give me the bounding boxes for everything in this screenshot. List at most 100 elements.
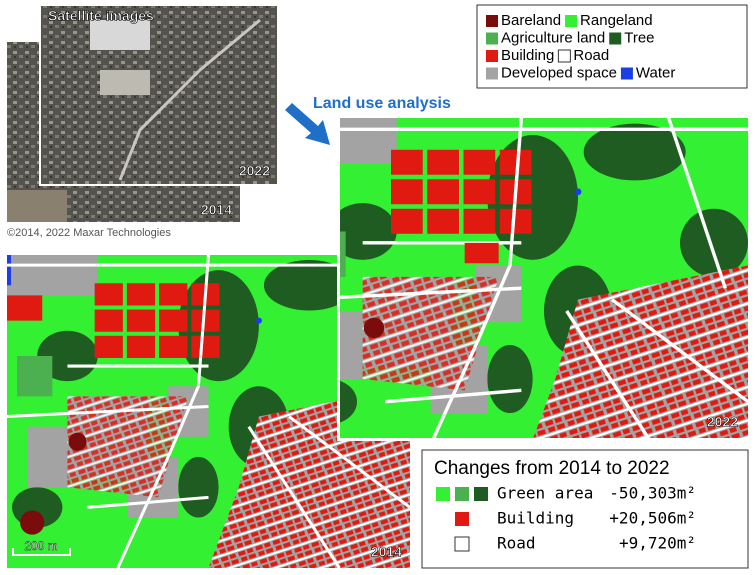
developed-area — [7, 255, 98, 296]
legend-swatch — [557, 49, 571, 63]
building-block — [427, 179, 459, 205]
legend-label: Water — [636, 64, 675, 81]
legend-label: Road — [573, 47, 609, 64]
road — [7, 404, 209, 419]
developed-area — [340, 118, 397, 164]
water — [7, 255, 12, 286]
building-block — [427, 208, 459, 234]
building-block — [191, 335, 220, 358]
satellite-image — [41, 6, 277, 184]
legend-swatch — [486, 50, 498, 62]
water — [255, 317, 262, 324]
arrow-label: Land use analysis — [313, 95, 451, 112]
legend-swatch — [609, 32, 622, 45]
road — [431, 118, 524, 438]
change-swatch — [455, 487, 469, 501]
tree-area — [340, 380, 357, 423]
satellite-roofs — [100, 70, 150, 95]
road — [288, 415, 410, 509]
building-block — [7, 295, 43, 321]
legend-swatch — [486, 15, 498, 27]
building-block — [159, 283, 188, 306]
changes-title: Changes from 2014 to 2022 — [434, 458, 670, 479]
water — [295, 118, 300, 152]
satellite-road — [118, 18, 261, 181]
residential-area — [67, 396, 189, 498]
building-block — [391, 149, 423, 175]
road — [247, 425, 341, 568]
road — [565, 309, 651, 438]
tree-area — [583, 123, 686, 181]
year-label: 2014 — [201, 202, 232, 218]
legend-label: Rangeland — [580, 12, 653, 29]
tree-area — [487, 344, 533, 414]
building-block — [94, 309, 123, 332]
credit: ©2014, 2022 Maxar Technologies — [7, 227, 171, 239]
legend-swatch — [486, 67, 498, 80]
year-label: 2022 — [707, 414, 738, 430]
satellite-field — [7, 190, 67, 222]
building-block — [159, 335, 188, 358]
legend-label: Building — [501, 47, 554, 64]
change-swatch — [455, 512, 469, 526]
developed-area — [27, 426, 68, 488]
road — [385, 388, 522, 404]
bareland — [20, 510, 45, 535]
road — [667, 118, 727, 289]
bareland — [363, 317, 385, 339]
year-label: 2022 — [239, 163, 270, 179]
legend-swatch — [565, 15, 578, 27]
residential-area — [362, 276, 499, 391]
building-block — [126, 309, 156, 332]
scale-label: 200 m — [24, 539, 57, 553]
satellite-roofs — [90, 20, 150, 50]
tree-area — [178, 456, 219, 518]
legend-label: Bareland — [501, 12, 561, 29]
change-swatch — [454, 536, 470, 552]
agri-area — [340, 231, 346, 277]
building-block — [191, 309, 220, 332]
legend-swatch — [486, 32, 498, 45]
satellite-title: Satellite images — [48, 8, 154, 24]
changes-rows: Green area -50,303m² Building +20,506m² Road… — [436, 484, 696, 553]
agri-area — [17, 355, 53, 397]
building-block — [391, 208, 423, 234]
change-label: Green area — [497, 484, 593, 503]
scale-bar: 200 m — [12, 539, 71, 556]
arrow — [285, 103, 330, 145]
map — [295, 118, 748, 438]
change-value: +9,720m² — [619, 534, 696, 553]
building-block — [391, 179, 423, 205]
change-value: +20,506m² — [609, 509, 696, 528]
legend-swatch — [620, 67, 633, 80]
legend-box — [476, 4, 748, 89]
building-block — [427, 149, 459, 175]
changes-box — [421, 449, 749, 569]
legend-label: Tree — [624, 29, 654, 46]
building-block — [94, 335, 123, 358]
building-block — [464, 242, 499, 264]
developed-area — [340, 310, 363, 379]
change-swatch — [436, 487, 450, 501]
satellite-2022: Satellite images 2022 — [39, 4, 279, 186]
building-block — [463, 208, 496, 234]
building-block — [126, 335, 156, 358]
road — [340, 286, 522, 299]
water — [574, 188, 582, 196]
change-label: Road — [497, 534, 536, 553]
building-block — [463, 179, 496, 205]
tree-area — [680, 208, 748, 277]
bareland — [68, 432, 87, 451]
year-label: 2014 — [371, 544, 402, 560]
change-value: -50,303m² — [609, 484, 696, 503]
tree-area — [340, 203, 397, 260]
road — [116, 255, 211, 568]
building-block — [94, 283, 123, 306]
scale-line — [12, 548, 71, 556]
change-label: Building — [497, 509, 574, 528]
building-block — [463, 149, 496, 175]
residential-area — [533, 265, 748, 438]
